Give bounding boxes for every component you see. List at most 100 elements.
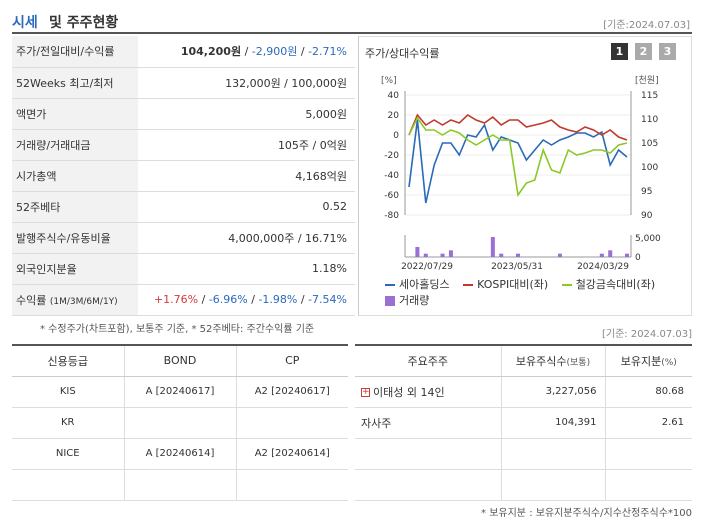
holder-shares bbox=[501, 469, 606, 501]
credit-bond bbox=[124, 469, 237, 501]
series-line-1 bbox=[408, 113, 628, 141]
price-change: -2,900원 bbox=[251, 45, 298, 59]
holder-row: + 이태성 외 14인 3,227,056 80.68 bbox=[355, 376, 692, 408]
holders-base-date: [기준: 2024.07.03] bbox=[601, 329, 692, 340]
quote-row-mcap: 시가총액 4,168억원 bbox=[12, 160, 355, 192]
shares-label: 발행주식수/유동비율 bbox=[12, 222, 138, 254]
quote-row-beta: 52주베타 0.52 bbox=[12, 191, 355, 223]
quote-row-return: 수익률 (1M/3M/6M/1Y) +1.76% / -6.96% / -1.9… bbox=[12, 284, 355, 316]
return-6m: -1.98% bbox=[258, 293, 298, 306]
volume-value: 105주 / 0억원 bbox=[138, 129, 355, 161]
beta-label: 52주베타 bbox=[12, 191, 138, 223]
quote-row-price: 주가/전일대비/수익률 104,200원 / -2,900원 / -2.71% bbox=[12, 36, 355, 68]
holder-row bbox=[355, 469, 692, 501]
credit-bond bbox=[124, 407, 237, 439]
volume-tick-label: 0 bbox=[635, 253, 641, 263]
credit-header-row: 신용등급 BOND CP bbox=[12, 345, 348, 377]
legend-item-stock: 세아홀딩스 bbox=[385, 277, 450, 293]
volume-bar bbox=[499, 253, 504, 257]
holder-pct bbox=[605, 438, 692, 470]
volume-bar bbox=[415, 247, 420, 257]
price-label: 주가/전일대비/수익률 bbox=[12, 36, 138, 68]
volume-bar bbox=[440, 253, 445, 257]
legend-swatch-stock bbox=[385, 284, 395, 286]
credit-agency: KIS bbox=[12, 376, 125, 408]
credit-cp bbox=[236, 407, 348, 439]
credit-header-bond: BOND bbox=[124, 345, 237, 377]
volume-bar bbox=[448, 250, 453, 257]
legend-label-kospi: KOSPI대비(좌) bbox=[477, 278, 549, 291]
left-tick-label: -80 bbox=[384, 211, 399, 221]
section-title-price: 시세 bbox=[12, 15, 38, 31]
right-tick-label: 100 bbox=[641, 163, 658, 173]
legend-swatch-kospi bbox=[463, 284, 474, 286]
holders-header-name: 주요주주 bbox=[355, 345, 502, 377]
quote-table: 주가/전일대비/수익률 104,200원 / -2,900원 / -2.71% … bbox=[12, 36, 355, 316]
left-axis-unit: [%] bbox=[381, 76, 397, 86]
credit-agency bbox=[12, 469, 125, 501]
holder-shares: 3,227,056 bbox=[501, 376, 606, 408]
holder-pct: 2.61 bbox=[605, 407, 692, 439]
holder-row bbox=[355, 438, 692, 470]
section-header: 시세 및 주주현황 [기준:2024.07.03] bbox=[12, 8, 692, 34]
chart-page-2-button[interactable]: 2 bbox=[635, 43, 652, 60]
series-line-0 bbox=[408, 119, 628, 204]
quote-row-52wk: 52Weeks 최고/최저 132,000원 / 100,000원 bbox=[12, 67, 355, 99]
quote-row-face: 액면가 5,000원 bbox=[12, 98, 355, 130]
face-label: 액면가 bbox=[12, 98, 138, 130]
volume-bar bbox=[599, 253, 604, 257]
volume-bar bbox=[423, 253, 428, 257]
legend-item-kospi: KOSPI대비(좌) bbox=[463, 277, 548, 293]
credit-bond: A [20240614] bbox=[124, 438, 237, 470]
return-3m: -6.96% bbox=[208, 293, 248, 306]
current-price: 104,200원 bbox=[180, 45, 242, 59]
legend-item-steel: 철강금속대비(좌) bbox=[561, 277, 656, 293]
holders-header-shares: 보유주식수(보통) bbox=[501, 345, 606, 377]
credit-header-cp: CP bbox=[236, 345, 348, 377]
legend-label-steel: 철강금속대비(좌) bbox=[575, 278, 656, 291]
mcap-value: 4,168억원 bbox=[138, 160, 355, 192]
legend-swatch-steel bbox=[561, 284, 572, 286]
section-title-holders: 및 주주현황 bbox=[49, 15, 119, 31]
price-value: 104,200원 / -2,900원 / -2.71% bbox=[138, 36, 355, 68]
holders-header-row: 주요주주 보유주식수(보통) 보유지분(%) bbox=[355, 345, 692, 377]
x-tick-label: 2023/05/31 bbox=[491, 262, 543, 272]
credit-cp bbox=[236, 469, 348, 501]
holder-shares: 104,391 bbox=[501, 407, 606, 439]
chart-page-1-button[interactable]: 1 bbox=[611, 43, 628, 60]
credit-header-agency: 신용등급 bbox=[12, 345, 125, 377]
right-tick-label: 105 bbox=[641, 139, 658, 149]
return-value: +1.76% / -6.96% / -1.98% / -7.54% bbox=[138, 284, 355, 316]
holder-name: + 이태성 외 14인 bbox=[355, 376, 502, 408]
face-value: 5,000원 bbox=[138, 98, 355, 130]
credit-row: KR bbox=[12, 407, 348, 439]
base-date: [기준:2024.07.03] bbox=[603, 20, 690, 31]
credit-bond: A [20240617] bbox=[124, 376, 237, 408]
holder-pct: 80.68 bbox=[605, 376, 692, 408]
holders-note: * 보유지분 : 보유지분주식수/지수산정주식수*100 bbox=[481, 508, 692, 519]
legend-item-volume: 거래량 bbox=[385, 293, 429, 309]
holders-header-pct-text: 보유지분 bbox=[620, 354, 662, 368]
volume-tick-label: 5,000 bbox=[635, 234, 661, 244]
return-label: 수익률 (1M/3M/6M/1Y) bbox=[12, 284, 138, 316]
expand-plus-icon[interactable]: + bbox=[361, 387, 370, 397]
holder-pct bbox=[605, 469, 692, 501]
left-tick-label: -40 bbox=[384, 171, 399, 181]
credit-row: NICE A [20240614] A2 [20240614] bbox=[12, 438, 348, 470]
x-tick-label: 2024/03/29 bbox=[577, 262, 629, 272]
right-tick-label: 95 bbox=[641, 187, 652, 197]
credit-row: KIS A [20240617] A2 [20240617] bbox=[12, 376, 348, 408]
left-tick-label: 40 bbox=[388, 91, 400, 101]
right-tick-label: 115 bbox=[641, 91, 658, 101]
chart-page-3-button[interactable]: 3 bbox=[659, 43, 676, 60]
left-tick-label: 20 bbox=[388, 111, 400, 121]
credit-rating-table: 신용등급 BOND CP KIS A [20240617] A2 [20240617… bbox=[12, 344, 348, 501]
right-axis-unit: [천원] bbox=[635, 75, 659, 86]
holders-header-pct-sub: (%) bbox=[661, 357, 677, 368]
holders-header-shares-sub: (보통) bbox=[566, 357, 591, 368]
credit-agency: KR bbox=[12, 407, 125, 439]
quote-note: * 수정주가(차트포함), 보통주 기준, * 52주베타: 주간수익률 기준 bbox=[40, 324, 315, 335]
chart-legend: 세아홀딩스 KOSPI대비(좌) 철강금속대비(좌) 거래량 bbox=[385, 277, 685, 309]
wk52-value: 132,000원 / 100,000원 bbox=[138, 67, 355, 99]
left-tick-label: -60 bbox=[384, 191, 399, 201]
